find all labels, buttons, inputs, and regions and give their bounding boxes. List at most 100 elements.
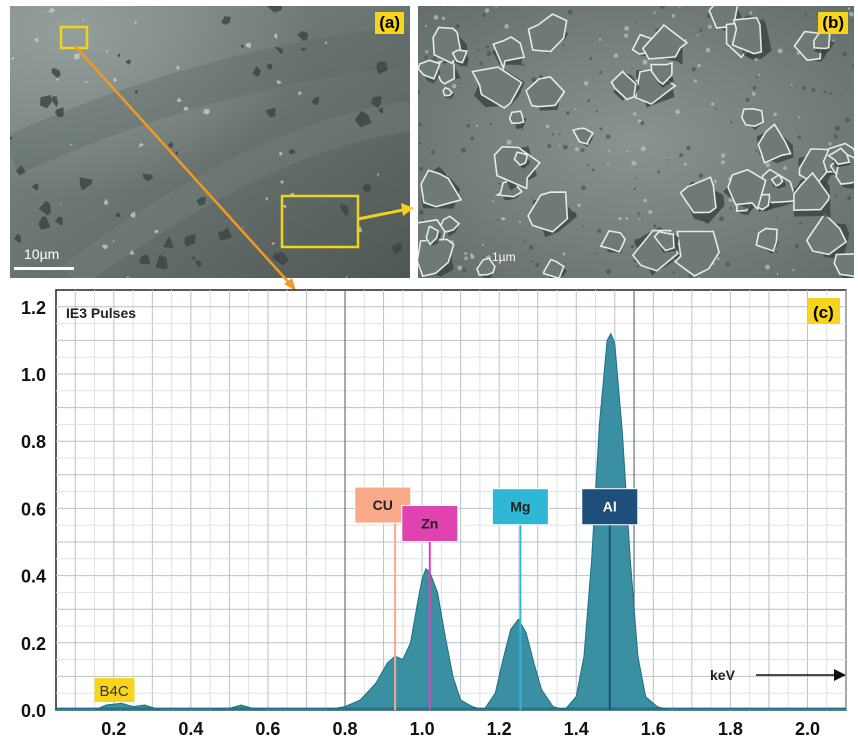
marker-label-mg: Mg — [510, 499, 530, 515]
faceted-particle — [542, 258, 565, 278]
faceted-particle — [653, 230, 675, 252]
surface-grain — [455, 24, 460, 29]
surface-grain — [545, 124, 550, 129]
surface-grain — [672, 271, 675, 274]
surface-grain — [531, 260, 534, 263]
scale-label-a: 10µm — [24, 246, 60, 262]
y-tick-label: 0.8 — [21, 432, 46, 452]
dark-particle — [32, 184, 39, 191]
surface-grain — [671, 14, 676, 18]
surface-grain — [599, 127, 603, 131]
faceted-particle — [476, 257, 496, 276]
surface-grain — [551, 133, 554, 136]
surface-grain — [638, 218, 641, 221]
faceted-particle — [513, 151, 528, 167]
dark-particle — [267, 6, 282, 13]
surface-grain — [630, 244, 635, 249]
marker-label-cu: CU — [373, 497, 393, 513]
surface-grain — [686, 145, 691, 151]
surface-grain — [696, 34, 699, 37]
surface-grain — [765, 162, 771, 168]
surface-grain — [745, 97, 750, 102]
surface-grain — [518, 220, 521, 223]
surface-grain — [626, 150, 628, 153]
dark-particle — [354, 110, 372, 128]
surface-grain — [574, 108, 576, 111]
dark-particle — [300, 47, 306, 52]
surface-grain — [776, 272, 779, 275]
surface-grain — [776, 216, 778, 219]
surface-grain — [755, 150, 758, 153]
surface-grain — [425, 50, 429, 54]
eds-spectrum-chart: B4C CU Zn Mg Al 0.0 0.2 0.4 0.6 0.8 1.0 1.2 0.2 0.4… — [21, 289, 847, 739]
surface-grain — [608, 149, 611, 152]
faceted-particle — [492, 36, 526, 71]
surface-grain — [751, 91, 756, 96]
surface-grain — [705, 47, 711, 53]
bright-particle — [60, 203, 62, 205]
surface-grain — [598, 38, 602, 41]
bright-particle — [298, 91, 302, 96]
dark-particle — [51, 67, 61, 79]
surface-grain — [710, 102, 715, 106]
x-axis-ticks: 0.2 0.4 0.6 0.8 1.0 1.2 1.4 1.6 1.8 2.0 — [101, 719, 820, 739]
particles-b — [418, 6, 854, 278]
surface-grain — [697, 276, 700, 278]
surface-grain — [535, 262, 540, 267]
surface-grain — [586, 164, 589, 167]
bright-particle — [48, 8, 55, 14]
surface-grain — [758, 73, 761, 76]
bright-particle — [133, 21, 137, 24]
x-tick-label: 0.6 — [255, 719, 280, 739]
surface-grain — [523, 239, 526, 242]
element-markers: B4C CU Zn Mg Al — [94, 486, 639, 710]
panel-tag-b: (b) — [818, 12, 848, 34]
surface-grain — [631, 67, 633, 70]
surface-grain — [729, 206, 733, 210]
surface-grain — [804, 12, 808, 16]
sem-image-panel-b: 1µm (b) — [418, 6, 854, 278]
surface-grain — [832, 39, 835, 42]
faceted-particle — [793, 171, 830, 212]
surface-grain — [754, 58, 758, 62]
surface-grain — [706, 14, 711, 19]
spectrum-area — [56, 332, 846, 711]
surface-grain — [439, 6, 442, 8]
surface-grain — [589, 57, 593, 61]
surface-grain — [567, 9, 573, 15]
marker-label-b4c: B4C — [100, 683, 129, 700]
surface-grain — [504, 24, 509, 29]
surface-grain — [777, 48, 783, 54]
panel-tag-c-bg — [808, 298, 840, 324]
surface-grain — [606, 162, 609, 165]
dark-particle — [10, 136, 13, 140]
plot-frame — [55, 289, 847, 711]
bright-particle — [376, 173, 380, 176]
faceted-particle — [525, 75, 566, 108]
dark-particle — [362, 184, 372, 193]
surface-grain — [599, 70, 603, 74]
surface-grain — [847, 7, 851, 10]
dark-particle — [221, 16, 231, 25]
surface-grain — [441, 16, 446, 21]
surface-grain — [749, 11, 753, 15]
surface-grain — [452, 83, 457, 89]
surface-grain — [501, 217, 505, 221]
surface-grain — [851, 64, 854, 68]
bright-particle — [56, 77, 59, 81]
faceted-particle — [438, 215, 461, 233]
scale-label-b: 1µm — [492, 250, 516, 264]
faceted-particle — [679, 176, 717, 214]
surface-grain — [481, 244, 484, 246]
surface-grain — [595, 110, 598, 113]
surface-grain — [522, 63, 525, 66]
x-tick-label: 1.0 — [410, 719, 435, 739]
surface-grain — [418, 209, 424, 215]
surface-grain — [773, 112, 777, 117]
y-tick-label: 0.0 — [21, 701, 46, 721]
surface-grain — [675, 109, 680, 115]
surface-grain — [653, 224, 657, 228]
surface-grain — [659, 6, 665, 10]
surface-grain — [713, 179, 718, 183]
surface-grain — [765, 264, 770, 270]
